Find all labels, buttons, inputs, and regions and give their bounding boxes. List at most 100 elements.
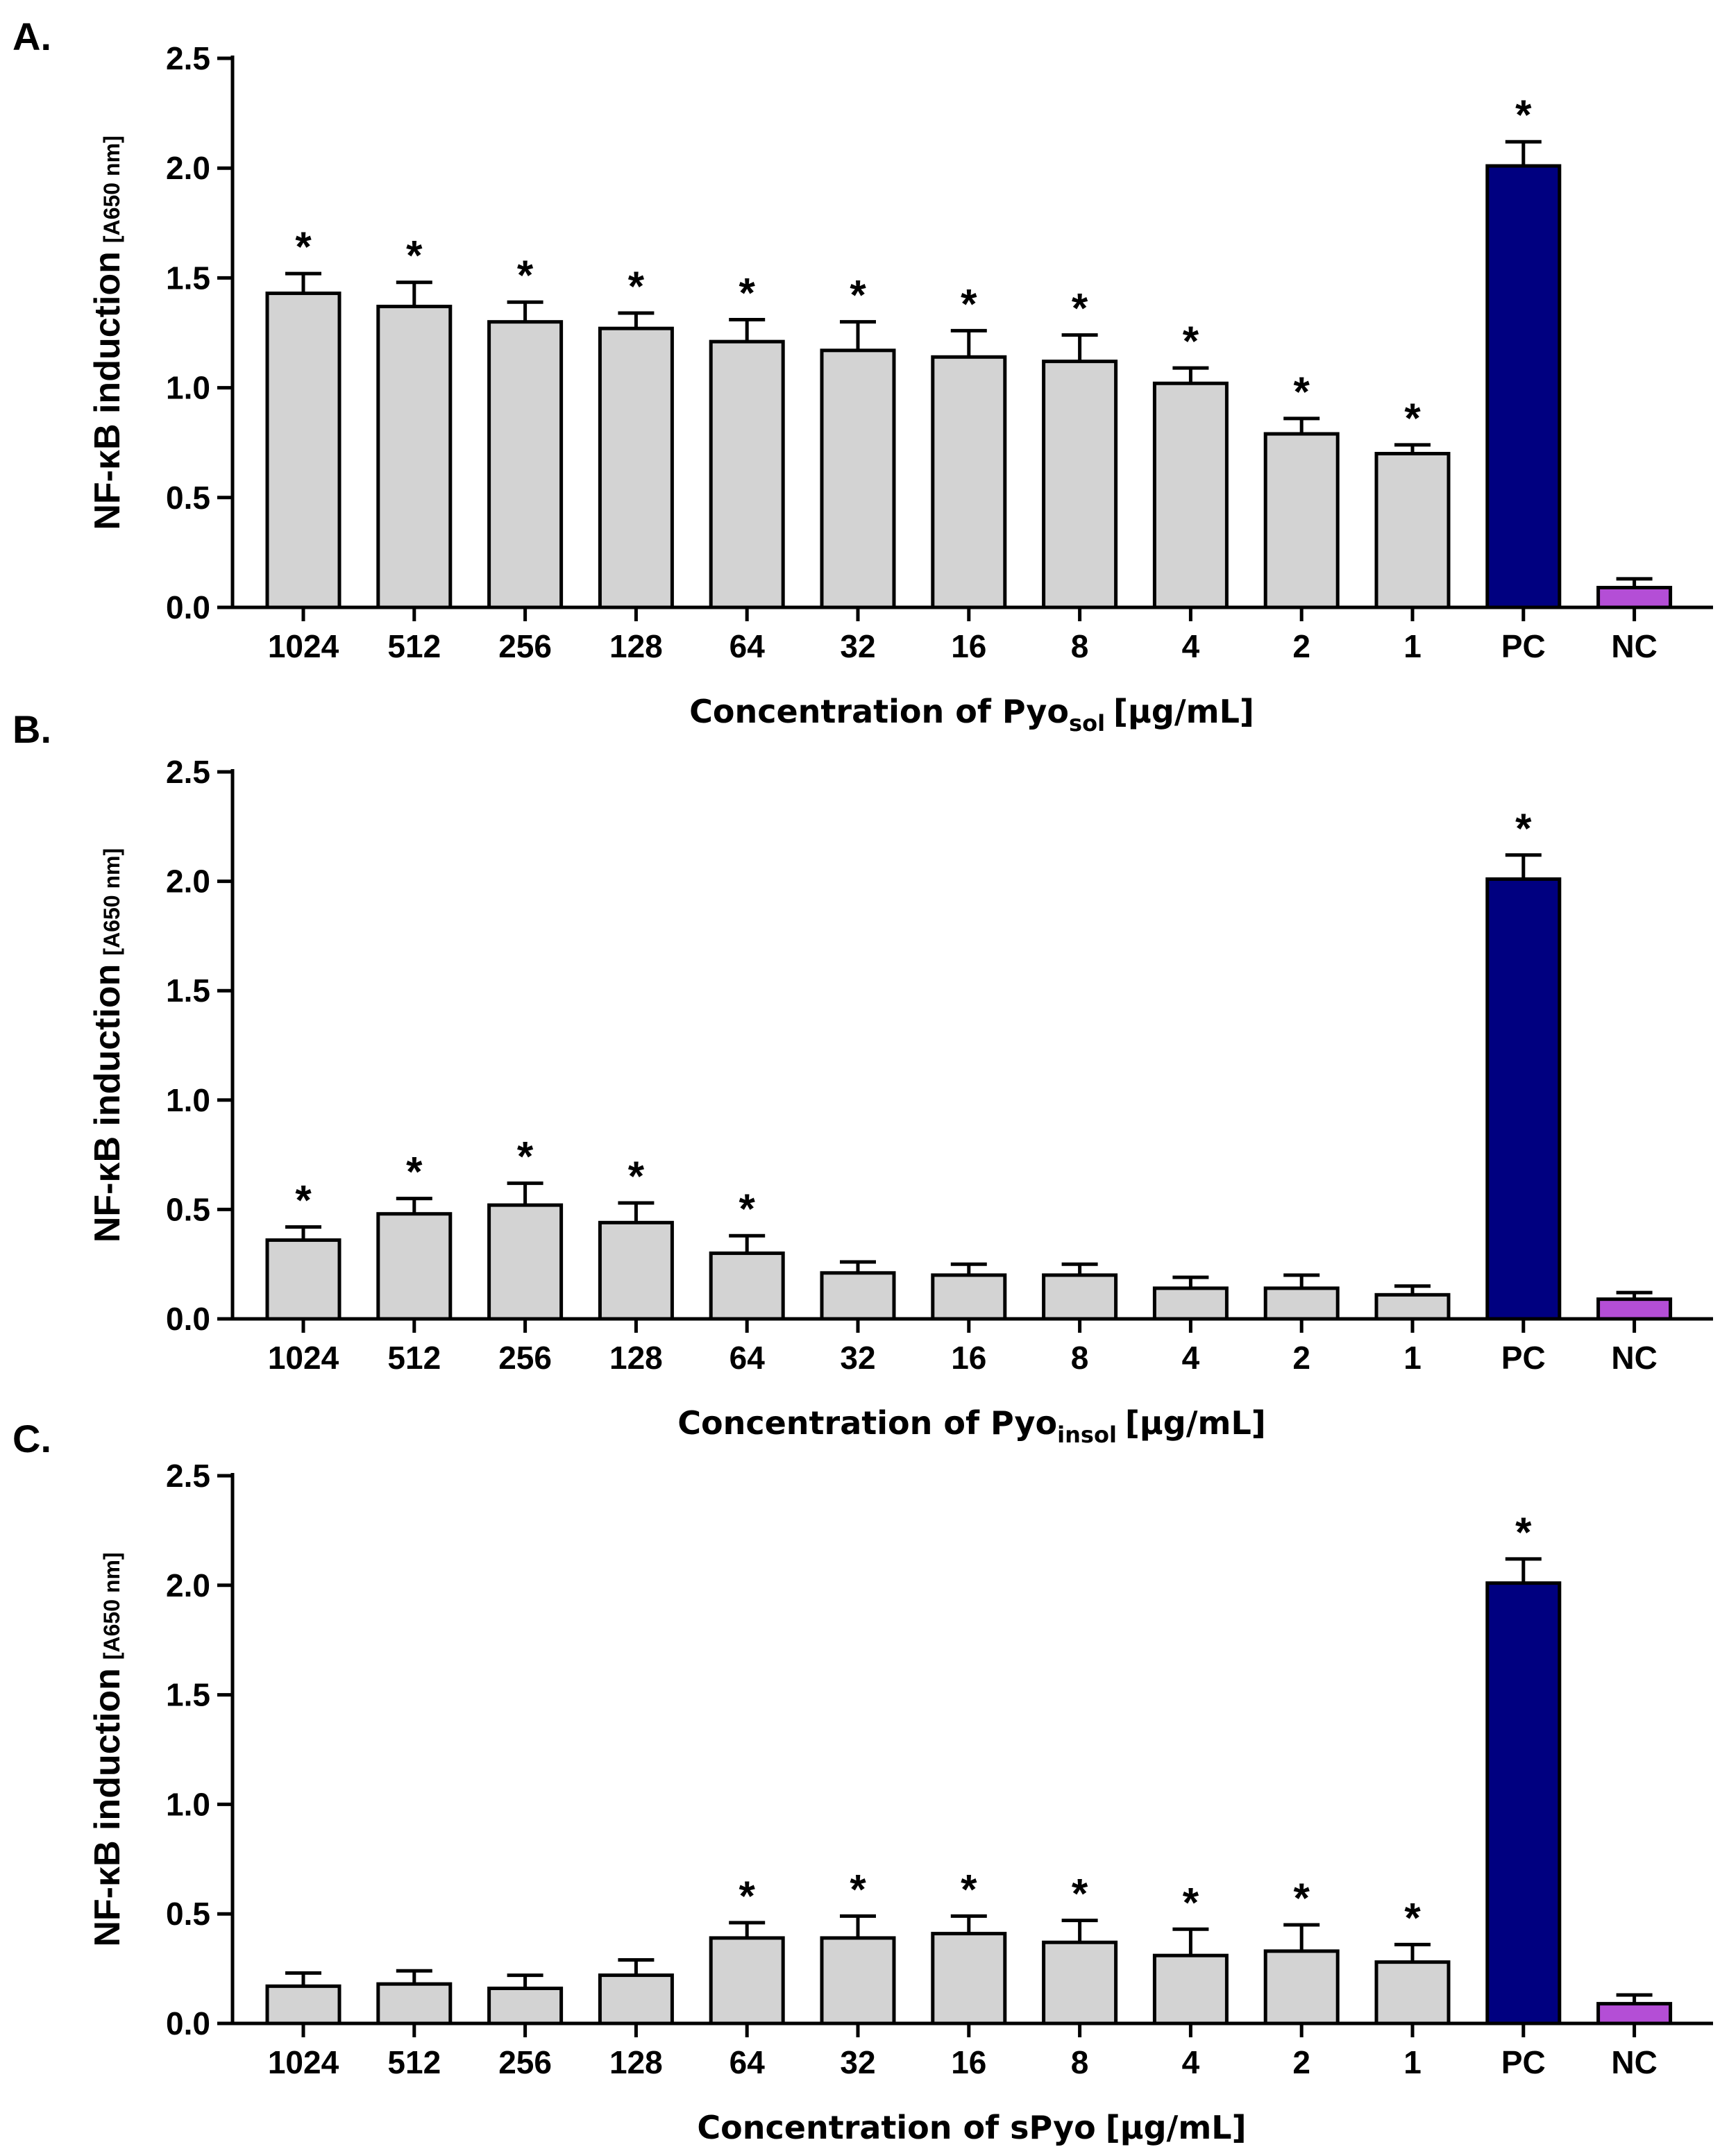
- y-tick-label: 1.0: [166, 370, 210, 406]
- significance-star: *: [628, 263, 645, 310]
- y-tick-label: 2.0: [166, 1567, 210, 1603]
- bar-2: [1263, 432, 1340, 609]
- x-tick-label: 16: [951, 628, 986, 664]
- x-tick-label: 1: [1403, 2044, 1422, 2080]
- x-tick-label: NC: [1611, 628, 1657, 664]
- bar-512: [376, 1212, 453, 1321]
- x-axis-label-subscript: insol: [1057, 1422, 1117, 1448]
- x-tick-label: 512: [387, 2044, 441, 2080]
- x-tick-label: 512: [387, 1340, 441, 1376]
- significance-star: *: [295, 1177, 312, 1224]
- y-tick-label: 0.5: [166, 1896, 210, 1932]
- x-tick-label: 512: [387, 628, 441, 664]
- significance-star: *: [1404, 1894, 1421, 1941]
- bar-1: [1374, 1960, 1451, 2026]
- y-tick-label: 1.5: [166, 972, 210, 1009]
- significance-star: *: [961, 280, 977, 327]
- bar-32: [820, 1936, 896, 2026]
- bar-1024: [265, 1238, 341, 1321]
- x-tick-label: 32: [840, 2044, 875, 2080]
- bar-128: [598, 1220, 674, 1321]
- significance-star: *: [1072, 285, 1088, 332]
- y-tick-label: 2.5: [166, 1458, 210, 1494]
- y-axis-label: NF-κB induction [A650 nm]: [87, 848, 128, 1243]
- bar-64: [709, 1936, 785, 2026]
- x-tick-label: 64: [729, 628, 766, 664]
- bar-32: [820, 348, 896, 609]
- bar-256: [487, 320, 564, 609]
- x-axis-label-subscript: sol: [1069, 710, 1105, 736]
- y-axis-label: NF-κB induction [A650 nm]: [87, 1552, 128, 1946]
- y-tick-label: 2.5: [166, 40, 210, 76]
- y-tick-label: 0.0: [166, 2005, 210, 2041]
- x-axis-label-units: [µg/mL]: [1113, 693, 1254, 730]
- panel-a: A. 0.0 0.5 1.0 1.5 2.0 2.5 NF-κB induction [A650…: [12, 15, 1713, 736]
- bar-1: [1374, 1292, 1451, 1321]
- x-tick-label: 8: [1071, 2044, 1089, 2080]
- significance-star: *: [1183, 318, 1199, 364]
- bar-1: [1374, 452, 1451, 609]
- y-axis-label-units: [A650 nm]: [99, 135, 124, 243]
- bar-128: [598, 1973, 674, 2026]
- x-tick-label: NC: [1611, 2044, 1657, 2080]
- bar-64: [709, 1251, 785, 1321]
- x-tick-label: 1024: [268, 1340, 339, 1376]
- bar-128: [598, 326, 674, 609]
- significance-star: *: [517, 1134, 534, 1180]
- x-tick-label: 2: [1292, 1340, 1310, 1376]
- x-tick-label: 4: [1182, 2044, 1200, 2080]
- y-tick-label: 0.0: [166, 1301, 210, 1337]
- x-tick-label: 16: [951, 1340, 986, 1376]
- significance-star: *: [739, 270, 756, 317]
- bar-8: [1042, 1273, 1118, 1321]
- x-tick-label: 256: [498, 2044, 552, 2080]
- y-tick-label: 0.5: [166, 1191, 210, 1227]
- significance-star: *: [739, 1186, 756, 1232]
- panel-label: A.: [12, 15, 51, 58]
- x-tick-label: 32: [840, 1340, 875, 1376]
- x-tick-label: 128: [609, 1340, 663, 1376]
- significance-star: *: [1404, 395, 1421, 441]
- x-axis-label-main: Concentration of sPyo: [697, 2109, 1095, 2146]
- significance-star: *: [406, 1149, 423, 1195]
- x-tick-label: 128: [609, 628, 663, 664]
- y-tick-label: 2.0: [166, 150, 210, 186]
- x-axis-label-main: Concentration of Pyo: [677, 1404, 1057, 1442]
- x-axis-label-units: [µg/mL]: [1125, 1404, 1266, 1442]
- y-axis-label: NF-κB induction [A650 nm]: [87, 135, 128, 530]
- y-axis-label-units: [A650 nm]: [99, 848, 124, 956]
- significance-star: *: [1515, 805, 1532, 852]
- x-tick-label: 1: [1403, 1340, 1422, 1376]
- x-tick-label: 2: [1292, 2044, 1310, 2080]
- x-tick-label: NC: [1611, 1340, 1657, 1376]
- bar-16: [931, 1932, 1007, 2026]
- bar-2: [1263, 1286, 1340, 1321]
- y-tick-label: 1.5: [166, 260, 210, 296]
- y-tick-label: 2.0: [166, 864, 210, 900]
- x-tick-label: 1: [1403, 628, 1422, 664]
- x-tick-label: 128: [609, 2044, 663, 2080]
- bar-256: [487, 1987, 564, 2026]
- panel-label: C.: [12, 1417, 51, 1460]
- bar-PC: [1485, 164, 1562, 609]
- bar-4: [1152, 1286, 1229, 1321]
- bar-8: [1042, 1940, 1118, 2026]
- x-tick-label: 4: [1182, 628, 1200, 664]
- bar-PC: [1485, 1581, 1562, 2026]
- y-tick-label: 1.0: [166, 1082, 210, 1118]
- significance-star: *: [406, 233, 423, 279]
- significance-star: *: [295, 224, 312, 270]
- significance-star: *: [1183, 1879, 1199, 1926]
- bar-32: [820, 1271, 896, 1321]
- bar-NC: [1596, 586, 1673, 609]
- significance-star: *: [961, 1866, 977, 1912]
- x-axis-label: Concentration of Pyosol [µg/mL]: [689, 693, 1254, 736]
- significance-star: *: [1515, 92, 1532, 138]
- x-tick-label: 8: [1071, 1340, 1089, 1376]
- y-tick-label: 1.5: [166, 1677, 210, 1713]
- x-tick-label: 8: [1071, 628, 1089, 664]
- x-tick-label: 4: [1182, 1340, 1200, 1376]
- y-axis-label-main: NF-κB induction: [87, 1668, 128, 1947]
- significance-star: *: [628, 1153, 645, 1199]
- panel-label: B.: [12, 707, 51, 751]
